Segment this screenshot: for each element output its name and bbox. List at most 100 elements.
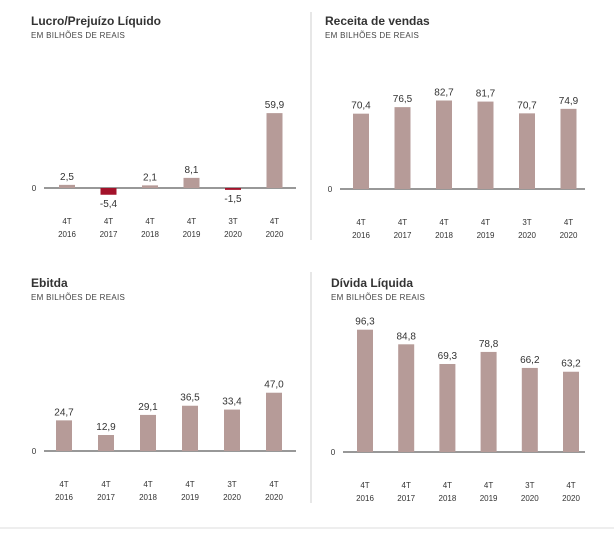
x-tick-label-quarter: 4T [439,218,448,227]
divider-lines [0,12,614,529]
bar [560,108,577,189]
chart-subtitle: EM BILHÕES DE REAIS [31,293,125,302]
bar [353,113,369,189]
plot-area: 0 2,5 4T 2016 -5,4 4T 2017 2,1 4T 2018 8,1 4T 2019 -1… [32,100,296,239]
value-label: 63,2 [561,359,581,370]
value-label: 96,3 [355,317,375,328]
x-tick-label-quarter: 3T [522,218,531,227]
bar [436,100,452,189]
x-tick-label-quarter: 4T [402,481,411,490]
bar [521,367,538,452]
x-tick-label-quarter: 4T [104,217,113,226]
value-label: 82,7 [434,88,454,99]
x-tick-label-quarter: 4T [356,218,365,227]
bar [142,185,158,188]
value-label: 2,1 [143,172,157,183]
x-tick-label-year: 2019 [183,230,201,239]
x-tick-label-year: 2016 [352,231,370,240]
x-tick-label-year: 2017 [394,231,412,240]
bar [519,113,535,189]
value-label: 70,7 [517,100,537,111]
plot-area: 0 96,3 4T 2016 84,8 4T 2017 69,3 4T 2018 78,8 4T 201… [331,317,585,503]
bar [398,344,415,452]
x-tick-label-year: 2016 [55,493,73,502]
chart-title: Dívida Líquida [331,276,413,290]
x-tick-label-quarter: 3T [227,480,236,489]
chart-subtitle: EM BILHÕES DE REAIS [31,31,125,40]
bar [140,414,156,451]
bar [480,351,497,452]
bar [266,113,283,188]
bar [357,329,373,452]
x-tick-label-year: 2018 [439,494,457,503]
value-label: 81,7 [476,89,496,100]
chart-title: Receita de vendas [325,14,430,28]
chart-lucro-prejuizo: Lucro/Prejuízo Líquido EM BILHÕES DE REA… [31,14,296,239]
x-tick-label-year: 2020 [518,231,536,240]
x-tick-label-quarter: 4T [59,480,68,489]
x-tick-label-quarter: 4T [484,481,493,490]
value-label: 33,4 [222,397,242,408]
x-tick-label-quarter: 4T [143,480,152,489]
x-tick-label-quarter: 4T [564,218,573,227]
x-tick-label-year: 2016 [58,230,76,239]
x-tick-label-year: 2019 [181,493,199,502]
chart-divida-liquida: Dívida Líquida EM BILHÕES DE REAIS 0 96,3… [331,276,585,503]
chart-subtitle: EM BILHÕES DE REAIS [325,31,419,40]
chart-title: Ebitda [31,276,68,290]
x-tick-label-quarter: 4T [269,480,278,489]
x-tick-label-year: 2017 [397,494,415,503]
x-tick-label-quarter: 4T [145,217,154,226]
x-tick-label-quarter: 4T [62,217,71,226]
x-tick-label-quarter: 4T [270,217,279,226]
value-label: 59,9 [265,100,285,111]
bar [439,363,456,452]
chart-title: Lucro/Prejuízo Líquido [31,14,161,28]
chart-ebitda: Ebitda EM BILHÕES DE REAIS 0 24,7 4T 2016 12… [31,276,296,502]
bar [225,188,241,190]
value-label: 29,1 [138,402,158,413]
x-tick-label-quarter: 3T [525,481,534,490]
value-label: 76,5 [393,94,413,105]
x-tick-label-year: 2020 [224,230,242,239]
chart-subtitle: EM BILHÕES DE REAIS [331,293,425,302]
x-tick-label-year: 2020 [265,493,283,502]
value-label: 78,8 [479,339,499,350]
value-label: 74,9 [559,96,579,107]
zero-tick-label: 0 [328,185,333,194]
x-tick-label-year: 2020 [562,494,580,503]
zero-tick-label: 0 [331,448,336,457]
x-tick-label-quarter: 4T [187,217,196,226]
x-tick-label-quarter: 4T [566,481,575,490]
bar [394,107,411,189]
value-label: -1,5 [224,194,242,205]
x-tick-label-quarter: 4T [101,480,110,489]
x-tick-label-quarter: 3T [228,217,237,226]
plot-area: 0 24,7 4T 2016 12,9 4T 2017 29,1 4T 2018 36,5 4T 201… [32,380,296,502]
value-label: 36,5 [180,393,200,404]
value-label: 69,3 [438,351,458,362]
x-tick-label-year: 2017 [97,493,115,502]
value-label: 2,5 [60,172,74,183]
bar [477,101,494,189]
x-tick-label-year: 2018 [141,230,159,239]
x-tick-label-year: 2018 [435,231,453,240]
bar [266,392,282,451]
x-tick-label-year: 2019 [477,231,495,240]
plot-area: 0 70,4 4T 2016 76,5 4T 2017 82,7 4T 2018 81,7 4T 201… [328,88,585,240]
x-tick-label-year: 2020 [560,231,578,240]
x-tick-label-year: 2016 [356,494,374,503]
bar [183,177,200,188]
x-tick-label-year: 2020 [521,494,539,503]
value-label: 66,2 [520,355,540,366]
x-tick-label-quarter: 4T [360,481,369,490]
bar [59,184,75,188]
value-label: 12,9 [96,422,116,433]
x-tick-label-year: 2018 [139,493,157,502]
value-label: 70,4 [351,101,371,112]
bar [56,420,72,451]
chart-receita-vendas: Receita de vendas EM BILHÕES DE REAIS 0 7… [325,14,585,240]
value-label: 47,0 [264,380,284,391]
x-tick-label-quarter: 4T [398,218,407,227]
